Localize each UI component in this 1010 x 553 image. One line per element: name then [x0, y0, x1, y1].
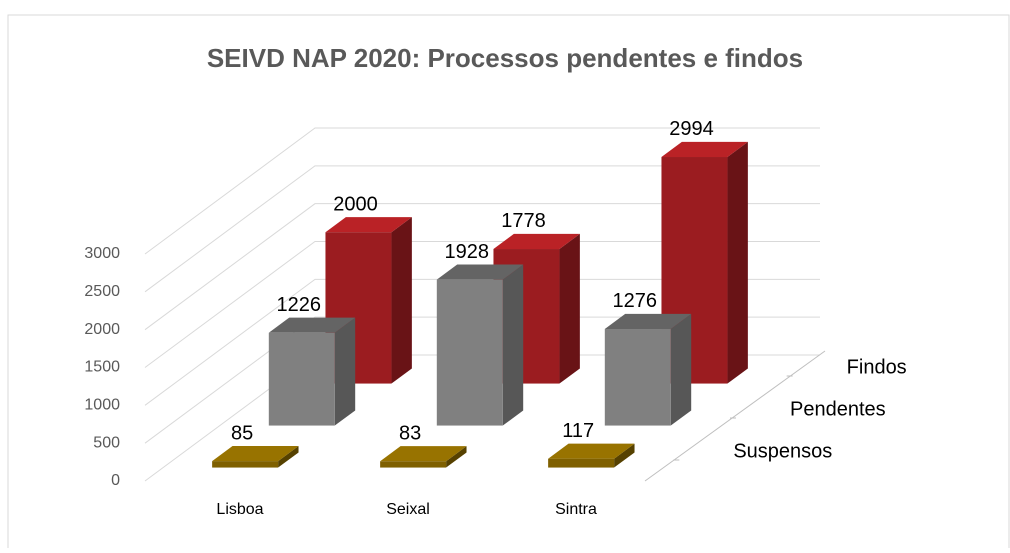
data-label: 1276	[613, 290, 658, 312]
bar-side	[727, 141, 748, 384]
y-tick-label: 500	[93, 434, 120, 451]
bar-top	[436, 264, 524, 280]
bar-top	[212, 446, 299, 462]
x-tick-label: Sintra	[555, 501, 597, 518]
data-label: 2994	[669, 118, 714, 140]
grid-line	[144, 241, 820, 368]
bar-side	[391, 217, 412, 384]
bar-top	[548, 443, 635, 459]
data-label: 2000	[333, 193, 378, 215]
bar-side	[670, 313, 692, 426]
depth-axis	[644, 350, 826, 482]
bar-top	[325, 217, 412, 233]
y-tick-label: 2000	[84, 321, 120, 338]
bar	[548, 458, 615, 468]
bar-top	[661, 141, 748, 158]
bar-side	[446, 446, 467, 468]
data-label: 1226	[277, 294, 322, 316]
bar-top	[604, 313, 692, 330]
bar-side	[502, 264, 524, 426]
y-tick-label: 2500	[84, 283, 120, 300]
y-tick-label: 1000	[84, 397, 120, 414]
bar	[436, 279, 503, 426]
series-label: Findos	[847, 356, 907, 378]
series-label: Pendentes	[790, 398, 886, 420]
bar-top	[380, 446, 467, 462]
data-label: 85	[231, 422, 253, 444]
bar	[212, 461, 279, 468]
x-tick-label: Seixal	[386, 501, 430, 518]
y-tick-label: 1500	[84, 359, 120, 376]
grid-line	[144, 165, 820, 293]
bar-top	[268, 317, 356, 333]
data-label: 117	[562, 420, 594, 442]
bar-side	[278, 446, 299, 468]
series-label: Suspensos	[733, 440, 832, 462]
grid-line	[144, 203, 820, 331]
x-tick-label: Lisboa	[216, 501, 263, 518]
grid-line	[144, 127, 820, 255]
y-tick-label: 0	[111, 472, 120, 489]
bar-side	[614, 443, 635, 468]
bar	[268, 332, 335, 426]
data-label: 83	[399, 422, 421, 444]
bar-side	[559, 233, 580, 384]
y-tick-label: 3000	[84, 245, 120, 262]
grid-line	[144, 278, 820, 406]
bar	[380, 461, 447, 468]
bar-top	[493, 233, 580, 250]
chart-title: SEIVD NAP 2020: Processos pendentes e fi…	[207, 43, 803, 73]
bar-side	[334, 317, 356, 426]
data-label: 1928	[445, 241, 490, 263]
bar	[604, 329, 671, 426]
data-label: 1778	[501, 210, 546, 232]
